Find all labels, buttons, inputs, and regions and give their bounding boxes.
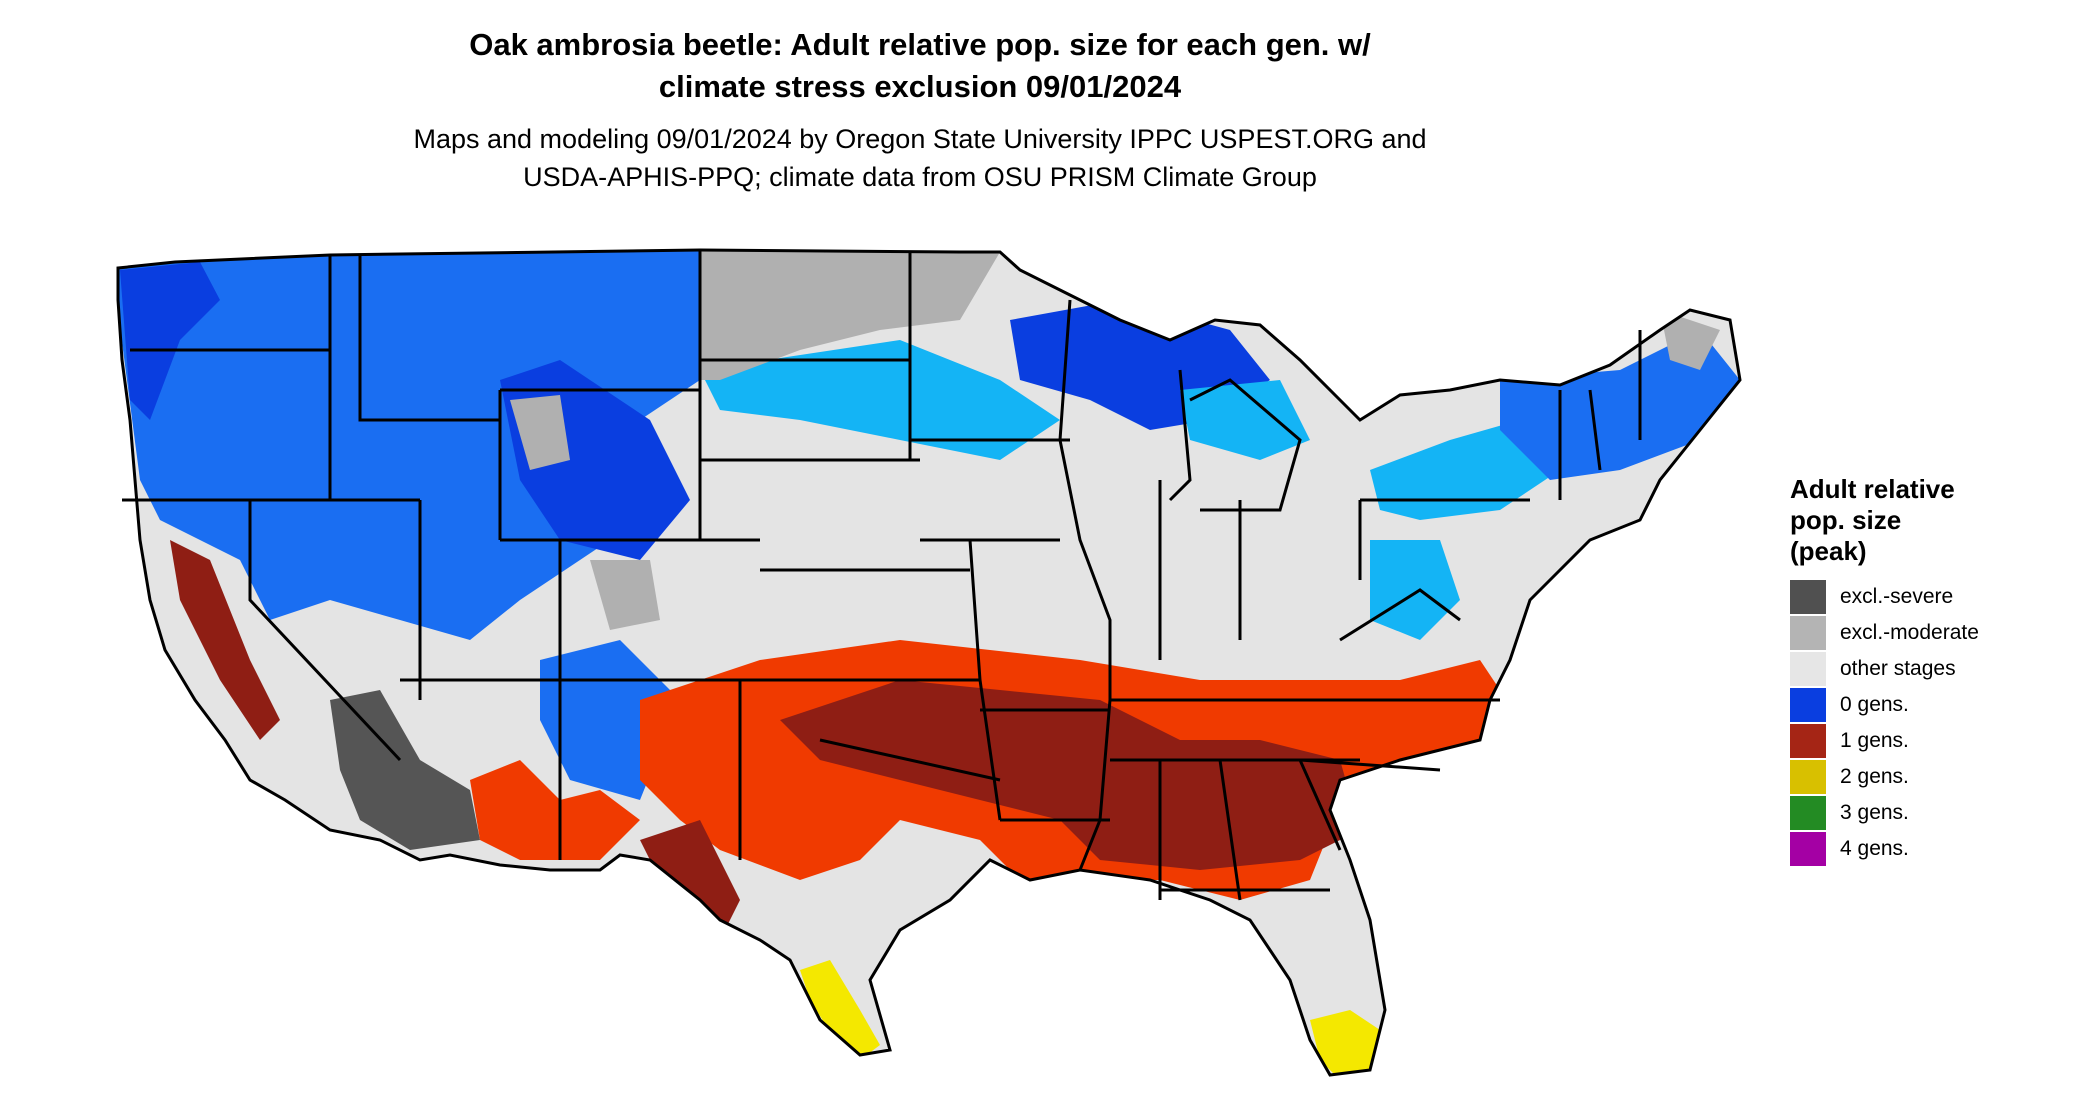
legend: Adult relative pop. size (peak) excl.-se…	[1790, 474, 2050, 867]
state-borders	[116, 248, 1742, 1077]
legend-title-line-2: pop. size	[1790, 505, 1902, 535]
legend-item-4-gens: 4 gens.	[1790, 831, 2050, 867]
legend-label-1-gens: 1 gens.	[1840, 729, 1909, 752]
us-map	[110, 240, 1760, 1116]
region-0-gens-west	[118, 250, 700, 640]
legend-label-other-stages: other stages	[1840, 657, 1956, 680]
region-excl-moderate-maine	[1660, 310, 1720, 370]
legend-swatch-excl-moderate	[1790, 616, 1826, 650]
region-0-gens-light-michigan	[1180, 380, 1310, 460]
legend-label-4-gens: 4 gens.	[1840, 837, 1909, 860]
legend-label-excl-moderate: excl.-moderate	[1840, 621, 1979, 644]
legend-title-line-3: (peak)	[1790, 536, 1867, 566]
border-vt-nh	[1588, 389, 1602, 471]
region-excl-moderate-wyoming	[510, 395, 570, 470]
legend-label-2-gens: 2 gens.	[1840, 765, 1909, 788]
legend-item-2-gens: 2 gens.	[1790, 759, 2050, 795]
legend-label-3-gens: 3 gens.	[1840, 801, 1909, 824]
border-michigan-lower	[1189, 378, 1302, 512]
border-nc-sc	[1299, 758, 1441, 772]
region-0-gens-light-northeast	[1370, 420, 1560, 520]
region-2-gens-south-florida	[1310, 1010, 1380, 1075]
region-excl-moderate-northern-plains	[700, 250, 1000, 380]
border-mo-east	[968, 539, 1002, 821]
region-0-gens-deep-west	[120, 262, 220, 420]
legend-title-line-1: Adult relative	[1790, 474, 1955, 504]
legend-swatch-2-gens	[1790, 760, 1826, 794]
country-outline	[116, 248, 1742, 1077]
map-title-line-2: climate stress exclusion 09/01/2024	[658, 69, 1182, 104]
legend-swatch-0-gens	[1790, 688, 1826, 722]
legend-title: Adult relative pop. size (peak)	[1790, 474, 2050, 567]
legend-swatch-3-gens	[1790, 796, 1826, 830]
legend-item-0-gens: 0 gens.	[1790, 687, 2050, 723]
legend-item-3-gens: 3 gens.	[1790, 795, 2050, 831]
region-1-gens-texas-southwest	[640, 820, 740, 940]
map-title-line-1: Oak ambrosia beetle: Adult relative pop.…	[469, 27, 1371, 62]
legend-item-excl-moderate: excl.-moderate	[1790, 615, 2050, 651]
us-map-svg	[116, 248, 1742, 1077]
legend-label-0-gens: 0 gens.	[1840, 693, 1909, 716]
map-subtitle-line-2: USDA-APHIS-PPQ; climate data from OSU PR…	[523, 162, 1317, 192]
region-1-gens-california	[170, 540, 280, 740]
border-ga-sc	[1298, 759, 1342, 851]
region-2-gens-south-texas	[800, 960, 880, 1060]
border-mississippi-river	[1058, 299, 1112, 871]
border-ca-nv-diag	[248, 500, 402, 762]
title-block: Oak ambrosia beetle: Adult relative pop.…	[290, 24, 1550, 196]
region-excl-moderate-colorado	[590, 560, 660, 630]
legend-item-1-gens: 1 gens.	[1790, 723, 2050, 759]
map-fill-layer	[118, 250, 1740, 1075]
map-subtitle: Maps and modeling 09/01/2024 by Oregon S…	[290, 120, 1550, 196]
border-al-ga	[1218, 759, 1242, 901]
legend-swatch-other-stages	[1790, 652, 1826, 686]
border-lake-michigan	[1168, 369, 1192, 502]
region-0-gens-light-northcentral	[700, 340, 1060, 460]
legend-swatch-excl-severe	[1790, 580, 1826, 614]
border-mt-id	[358, 255, 500, 422]
region-0-gens-light-appalachia	[1370, 540, 1460, 640]
legend-label-excl-severe: excl.-severe	[1840, 585, 1954, 608]
legend-item-other-stages: other stages	[1790, 651, 2050, 687]
legend-swatch-1-gens	[1790, 724, 1826, 758]
border-wv-va	[1339, 588, 1461, 642]
border-ok-tx	[819, 738, 1001, 782]
legend-swatch-4-gens	[1790, 832, 1826, 866]
legend-item-excl-severe: excl.-severe	[1790, 579, 2050, 615]
region-1-gens-arizona	[470, 760, 640, 860]
map-subtitle-line-1: Maps and modeling 09/01/2024 by Oregon S…	[413, 124, 1427, 154]
region-excl-severe-southwest	[330, 690, 480, 850]
region-1-gens-dark-core	[780, 680, 1360, 870]
legend-items: excl.-severe excl.-moderate other stages…	[1790, 579, 2050, 867]
